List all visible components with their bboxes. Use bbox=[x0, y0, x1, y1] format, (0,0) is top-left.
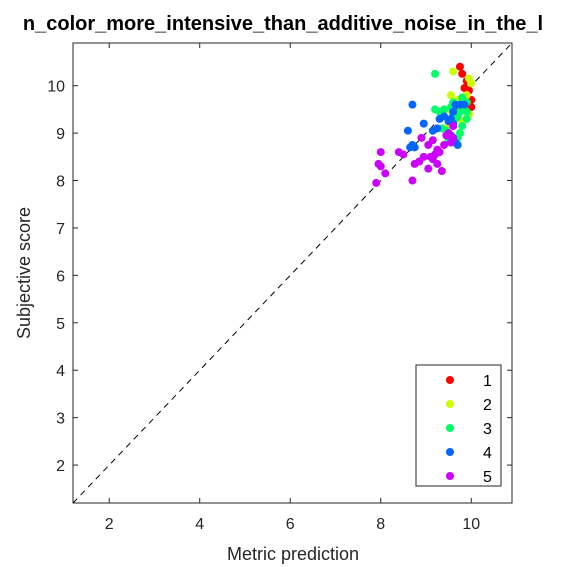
y-tick-label: 2 bbox=[56, 458, 65, 475]
x-axis-label: Metric prediction bbox=[227, 544, 359, 564]
scatter-point-series-1 bbox=[458, 69, 467, 78]
scatter-point-series-5 bbox=[381, 169, 390, 178]
scatter-point-series-5 bbox=[376, 162, 385, 171]
scatter-point-series-5 bbox=[376, 148, 385, 157]
scatter-point-series-3 bbox=[440, 105, 449, 114]
y-tick-label: 3 bbox=[56, 411, 65, 428]
y-tick-label: 6 bbox=[56, 268, 65, 285]
y-tick-label: 8 bbox=[56, 174, 65, 191]
scatter-point-series-4 bbox=[433, 124, 442, 133]
scatter-point-series-5 bbox=[399, 150, 408, 159]
legend-marker-2 bbox=[446, 400, 454, 408]
scatter-point-series-5 bbox=[428, 136, 437, 145]
scatter-point-series-1 bbox=[455, 62, 464, 71]
y-tick-label: 7 bbox=[56, 221, 65, 238]
scatter-point-series-3 bbox=[462, 107, 471, 116]
scatter-point-series-2 bbox=[467, 79, 476, 88]
legend-marker-4 bbox=[446, 448, 454, 456]
scatter-point-series-5 bbox=[449, 121, 458, 130]
scatter-point-series-4 bbox=[453, 140, 462, 149]
scatter-point-series-5 bbox=[419, 152, 428, 161]
scatter-point-series-3 bbox=[462, 114, 471, 123]
y-tick-label: 9 bbox=[56, 126, 65, 143]
data-points bbox=[372, 62, 476, 187]
x-tick-label: 8 bbox=[376, 516, 385, 533]
y-tick-label: 10 bbox=[47, 79, 65, 96]
y-axis-ticks: 2 3 4 5 6 7 8 9 10 bbox=[47, 79, 512, 475]
legend-label-2: 2 bbox=[483, 397, 492, 414]
legend: 1 2 3 4 5 bbox=[415, 364, 502, 487]
scatter-point-series-5 bbox=[408, 176, 417, 185]
x-tick-label: 2 bbox=[105, 516, 114, 533]
scatter-point-series-5 bbox=[424, 164, 433, 173]
scatter-point-series-4 bbox=[460, 100, 469, 109]
scatter-point-series-5 bbox=[372, 178, 381, 187]
scatter-point-series-3 bbox=[458, 93, 467, 102]
scatter-point-series-4 bbox=[406, 143, 415, 152]
legend-label-3: 3 bbox=[483, 421, 492, 438]
scatter-point-series-2 bbox=[446, 91, 455, 100]
y-tick-label: 5 bbox=[56, 316, 65, 333]
y-axis-label: Subjective score bbox=[14, 207, 34, 339]
scatter-point-series-4 bbox=[408, 100, 417, 109]
legend-label-5: 5 bbox=[483, 469, 492, 486]
x-axis-ticks: 2 4 6 8 10 bbox=[105, 43, 480, 533]
x-tick-label: 4 bbox=[195, 516, 204, 533]
scatter-point-series-5 bbox=[437, 167, 446, 176]
scatter-point-series-5 bbox=[449, 133, 458, 142]
scatter-point-series-4 bbox=[403, 126, 412, 135]
scatter-point-series-4 bbox=[449, 107, 458, 116]
scatter-point-series-5 bbox=[440, 140, 449, 149]
scatter-point-series-3 bbox=[458, 121, 467, 130]
chart-title: n_color_more_intensive_than_additive_noi… bbox=[23, 13, 543, 35]
legend-marker-3 bbox=[446, 424, 454, 432]
scatter-point-series-2 bbox=[449, 67, 458, 76]
legend-box bbox=[415, 364, 502, 487]
legend-marker-5 bbox=[446, 472, 454, 480]
y-tick-label: 4 bbox=[56, 363, 65, 380]
scatter-point-series-5 bbox=[431, 150, 440, 159]
legend-label-4: 4 bbox=[483, 445, 492, 462]
scatter-point-series-5 bbox=[417, 133, 426, 142]
scatter-point-series-4 bbox=[419, 119, 428, 128]
legend-marker-1 bbox=[446, 376, 454, 384]
legend-label-1: 1 bbox=[483, 373, 492, 390]
scatter-point-series-5 bbox=[433, 159, 442, 168]
scatter-point-series-3 bbox=[431, 69, 440, 78]
x-tick-label: 6 bbox=[286, 516, 295, 533]
scatter-point-series-4 bbox=[435, 114, 444, 123]
x-tick-label: 10 bbox=[462, 516, 480, 533]
